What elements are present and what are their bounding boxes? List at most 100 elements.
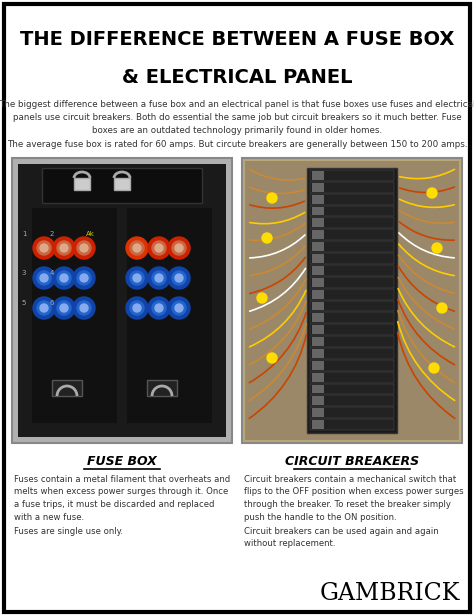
- Circle shape: [37, 301, 51, 315]
- Circle shape: [257, 293, 267, 303]
- Circle shape: [155, 244, 163, 252]
- FancyBboxPatch shape: [4, 4, 470, 612]
- Text: 3: 3: [22, 270, 26, 276]
- Circle shape: [133, 304, 141, 312]
- Circle shape: [77, 271, 91, 285]
- FancyBboxPatch shape: [310, 301, 394, 311]
- Text: Ak: Ak: [86, 231, 94, 237]
- Circle shape: [73, 237, 95, 259]
- Circle shape: [148, 297, 170, 319]
- FancyBboxPatch shape: [312, 314, 324, 322]
- Circle shape: [152, 271, 166, 285]
- Circle shape: [152, 241, 166, 255]
- FancyBboxPatch shape: [310, 312, 394, 323]
- Circle shape: [427, 188, 437, 198]
- FancyBboxPatch shape: [312, 325, 324, 334]
- FancyBboxPatch shape: [310, 371, 394, 383]
- FancyBboxPatch shape: [310, 217, 394, 229]
- Circle shape: [155, 304, 163, 312]
- Circle shape: [262, 233, 272, 243]
- Circle shape: [80, 274, 88, 282]
- Circle shape: [152, 301, 166, 315]
- Circle shape: [33, 237, 55, 259]
- FancyBboxPatch shape: [310, 182, 394, 193]
- Circle shape: [80, 304, 88, 312]
- FancyBboxPatch shape: [310, 360, 394, 371]
- Text: & ELECTRICAL PANEL: & ELECTRICAL PANEL: [122, 68, 352, 87]
- Circle shape: [155, 274, 163, 282]
- Text: The biggest difference between a fuse box and an electrical panel is that fuse b: The biggest difference between a fuse bo…: [0, 100, 474, 135]
- Circle shape: [175, 304, 183, 312]
- Circle shape: [33, 297, 55, 319]
- FancyBboxPatch shape: [18, 164, 226, 437]
- FancyBboxPatch shape: [312, 384, 324, 394]
- FancyBboxPatch shape: [312, 206, 324, 216]
- Circle shape: [267, 353, 277, 363]
- Circle shape: [53, 267, 75, 289]
- FancyBboxPatch shape: [310, 265, 394, 276]
- Text: THE DIFFERENCE BETWEEN A FUSE BOX: THE DIFFERENCE BETWEEN A FUSE BOX: [20, 30, 454, 49]
- Circle shape: [73, 297, 95, 319]
- FancyBboxPatch shape: [310, 241, 394, 252]
- Circle shape: [40, 304, 48, 312]
- FancyBboxPatch shape: [312, 301, 324, 310]
- Text: The average fuse box is rated for 60 amps. But circute breakers are generally be: The average fuse box is rated for 60 amp…: [7, 140, 467, 149]
- Circle shape: [267, 193, 277, 203]
- FancyBboxPatch shape: [310, 170, 394, 181]
- Circle shape: [40, 244, 48, 252]
- FancyBboxPatch shape: [312, 337, 324, 346]
- FancyBboxPatch shape: [312, 254, 324, 263]
- Text: FUSE BOX: FUSE BOX: [87, 455, 157, 468]
- Circle shape: [80, 244, 88, 252]
- FancyBboxPatch shape: [310, 336, 394, 347]
- Text: Circuit breakers can be used again and again
without replacement.: Circuit breakers can be used again and a…: [244, 527, 438, 548]
- Circle shape: [126, 237, 148, 259]
- Circle shape: [175, 244, 183, 252]
- Circle shape: [60, 244, 68, 252]
- Circle shape: [53, 237, 75, 259]
- Circle shape: [168, 237, 190, 259]
- FancyBboxPatch shape: [114, 178, 130, 190]
- FancyBboxPatch shape: [310, 253, 394, 264]
- Text: Fuses are single use only.: Fuses are single use only.: [14, 527, 123, 536]
- FancyBboxPatch shape: [242, 158, 462, 443]
- FancyBboxPatch shape: [310, 229, 394, 240]
- Circle shape: [40, 274, 48, 282]
- FancyBboxPatch shape: [312, 242, 324, 251]
- Text: 5: 5: [22, 300, 26, 306]
- FancyBboxPatch shape: [312, 171, 324, 180]
- Circle shape: [57, 271, 71, 285]
- FancyBboxPatch shape: [32, 208, 117, 423]
- FancyBboxPatch shape: [312, 266, 324, 275]
- FancyBboxPatch shape: [42, 168, 202, 203]
- Circle shape: [172, 301, 186, 315]
- FancyBboxPatch shape: [12, 158, 232, 443]
- Text: Circuit breakers contain a mechanical switch that
flips to the OFF position when: Circuit breakers contain a mechanical sw…: [244, 475, 464, 522]
- FancyBboxPatch shape: [312, 349, 324, 358]
- FancyBboxPatch shape: [312, 219, 324, 227]
- FancyBboxPatch shape: [310, 193, 394, 205]
- Circle shape: [60, 274, 68, 282]
- Circle shape: [77, 241, 91, 255]
- Circle shape: [148, 237, 170, 259]
- FancyBboxPatch shape: [312, 420, 324, 429]
- Text: 1: 1: [22, 231, 26, 237]
- FancyBboxPatch shape: [312, 397, 324, 405]
- FancyBboxPatch shape: [312, 290, 324, 299]
- FancyBboxPatch shape: [310, 419, 394, 430]
- Circle shape: [57, 301, 71, 315]
- Circle shape: [60, 304, 68, 312]
- Circle shape: [133, 274, 141, 282]
- Text: 4: 4: [50, 270, 54, 276]
- Circle shape: [77, 301, 91, 315]
- Circle shape: [133, 244, 141, 252]
- FancyBboxPatch shape: [310, 407, 394, 418]
- FancyBboxPatch shape: [312, 361, 324, 370]
- Text: 6: 6: [50, 300, 54, 306]
- Circle shape: [53, 297, 75, 319]
- FancyBboxPatch shape: [310, 289, 394, 299]
- Text: GAMBRICK: GAMBRICK: [319, 582, 460, 605]
- Text: CIRCUIT BREAKERS: CIRCUIT BREAKERS: [285, 455, 419, 468]
- FancyBboxPatch shape: [310, 384, 394, 394]
- Circle shape: [37, 241, 51, 255]
